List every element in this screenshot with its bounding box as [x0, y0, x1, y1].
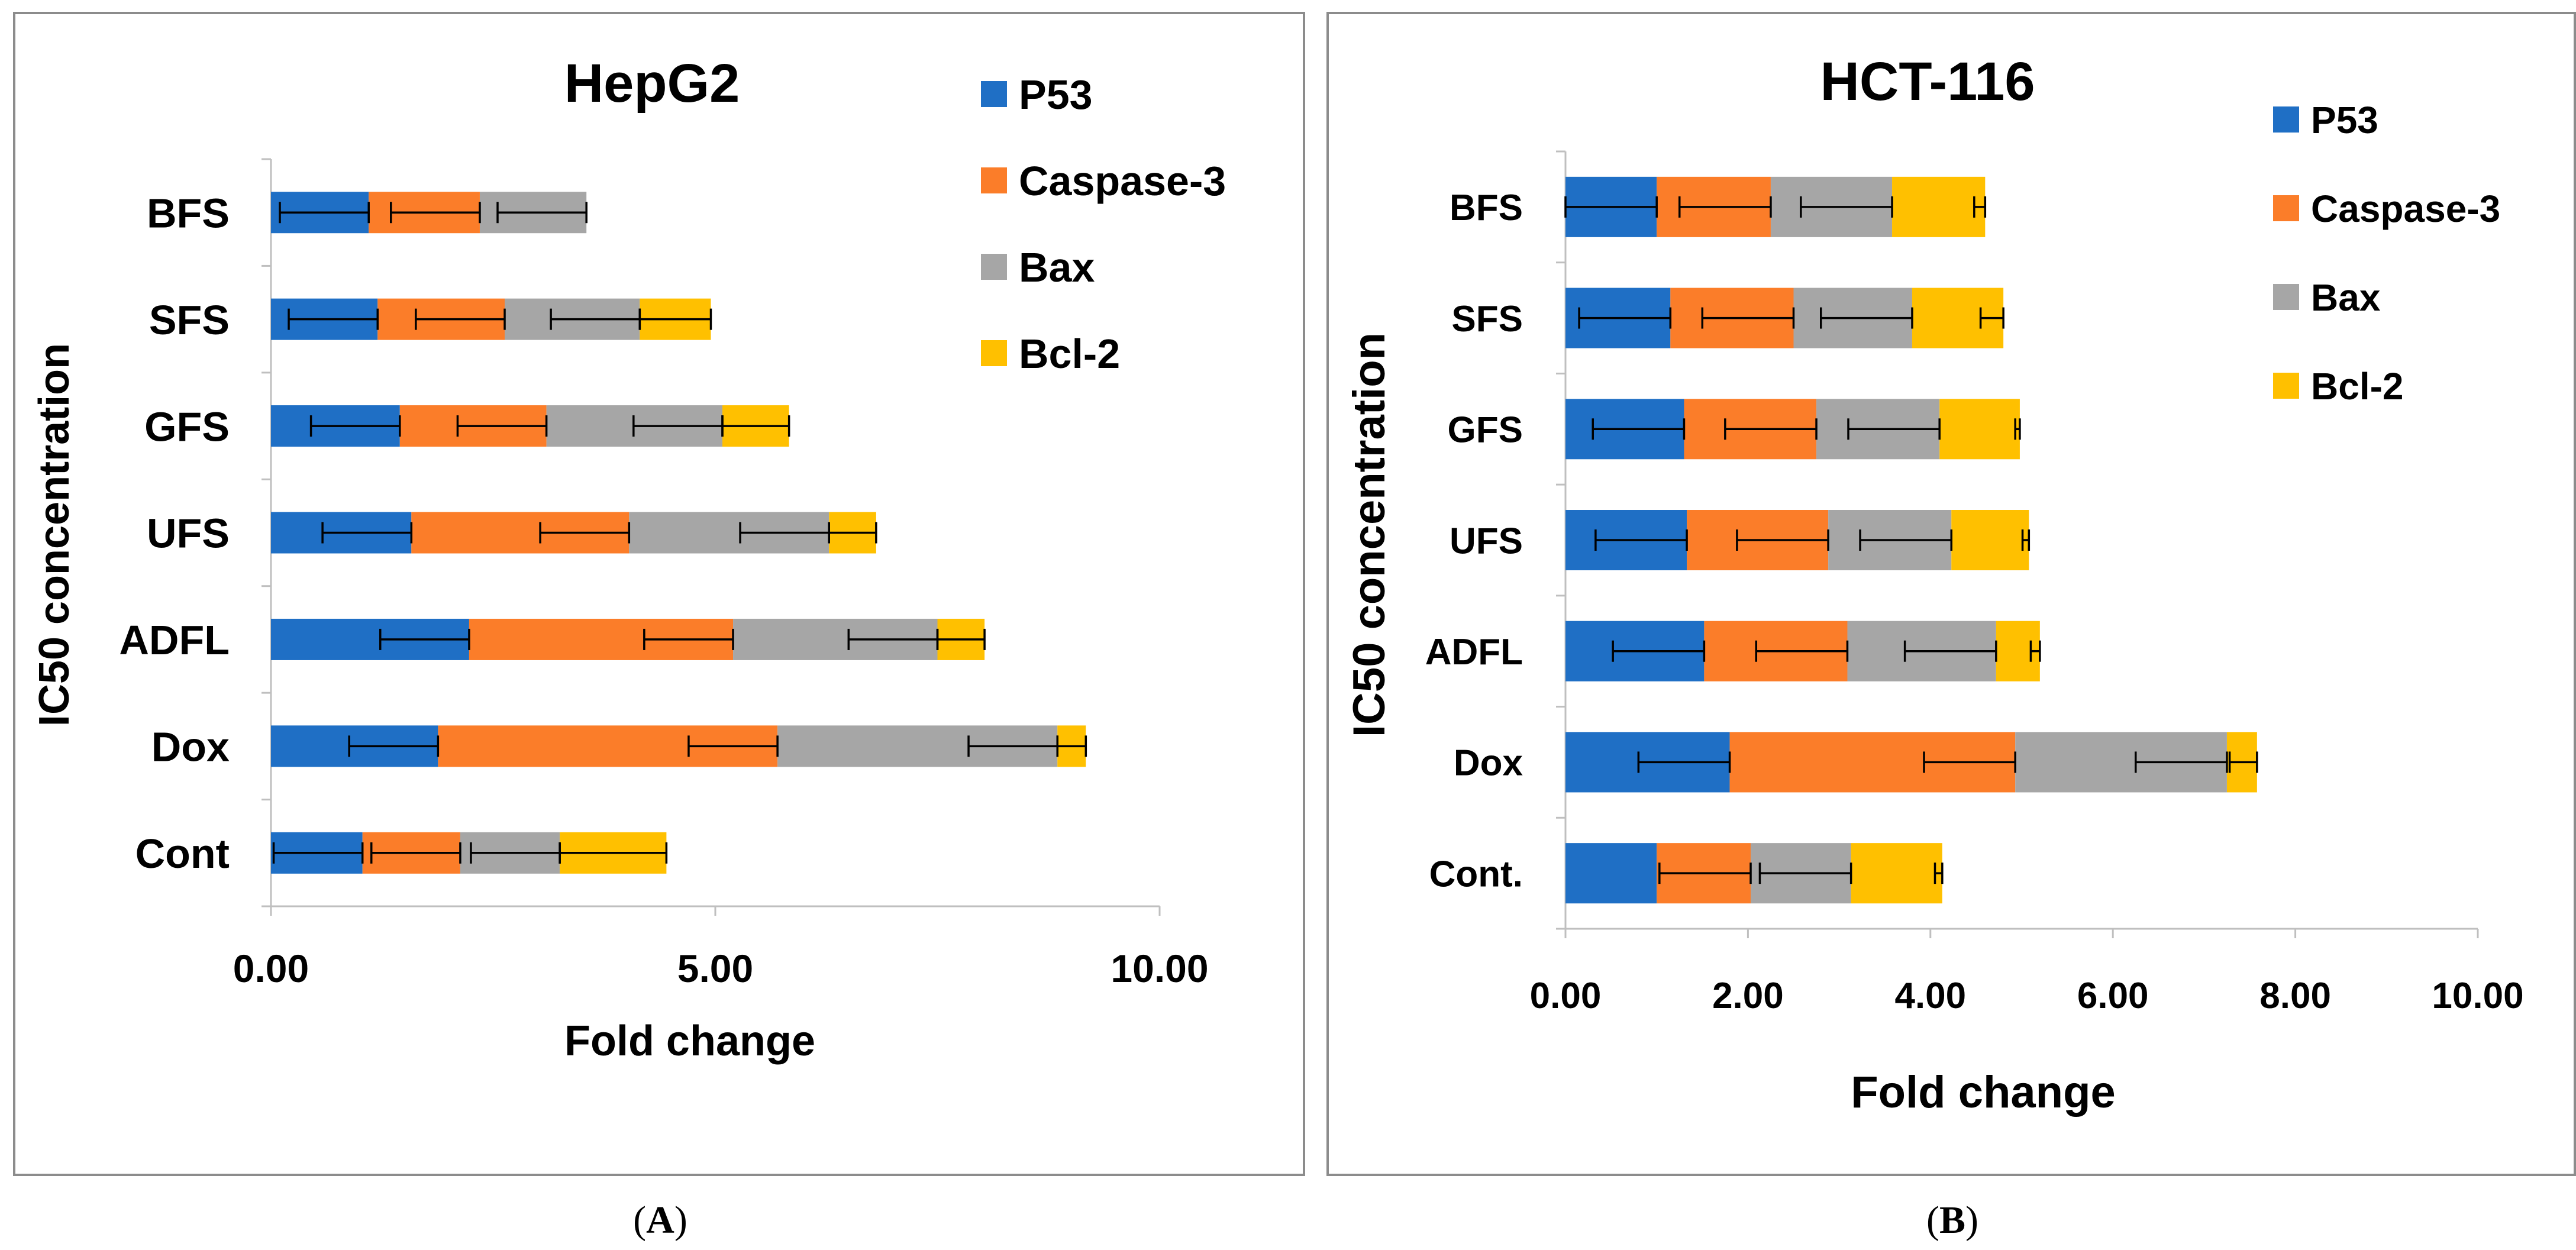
caption-b: (B) — [1926, 1199, 1978, 1242]
hct116-x-tick-label: 10.00 — [2432, 976, 2523, 1016]
hct116-category-label-ufs: UFS — [1450, 521, 1523, 561]
hepg2-category-label-dox: Dox — [151, 724, 230, 770]
hepg2-category-label-cont: Cont — [135, 831, 230, 877]
hct116-x-tick-label: 8.00 — [2259, 976, 2331, 1016]
panel-b-hct116: HCT-116 0.00 2.00 4.00 6.00 8.00 10.00 Fold cha… — [1326, 12, 2576, 1176]
hct116-x-tick-label: 4.00 — [1894, 976, 1966, 1016]
hct116-legend-swatch-bcl-2 — [2273, 373, 2299, 399]
hct116-legend-swatch-caspase-3 — [2273, 195, 2299, 221]
hct116-category-label-gfs: GFS — [1448, 410, 1523, 451]
hepg2-legend-swatch-caspase-3 — [981, 167, 1007, 193]
hepg2-x-axis-title: Fold change — [564, 1018, 815, 1065]
hct116-title: HCT-116 — [1820, 51, 2035, 112]
hepg2-category-label-ufs: UFS — [147, 511, 230, 557]
hepg2-category-label-gfs: GFS — [144, 403, 230, 450]
hct116-bar-cont-bcl-2 — [1851, 843, 1942, 904]
hepg2-title: HepG2 — [564, 53, 740, 114]
hepg2-x-tick-label: 10.00 — [1111, 947, 1208, 990]
hct116-legend-label-caspase-3: Caspase-3 — [2311, 188, 2500, 230]
chart-hct116: HCT-116 0.00 2.00 4.00 6.00 8.00 10.00 Fold cha… — [1344, 51, 2524, 1117]
hct116-legend-label-bcl-2: Bcl-2 — [2311, 365, 2404, 408]
hepg2-category-label-adfl: ADFL — [119, 617, 230, 663]
hepg2-x-tick-label: 5.00 — [677, 947, 753, 990]
hct116-category-label-sfs: SFS — [1451, 299, 1523, 340]
hct116-x-tick-label: 2.00 — [1712, 976, 1784, 1016]
hepg2-legend-label-p53: P53 — [1019, 72, 1093, 118]
hepg2-legend-label-caspase-3: Caspase-3 — [1019, 158, 1226, 204]
hct116-legend-label-bax: Bax — [2311, 276, 2381, 319]
hct116-legend-swatch-bax — [2273, 284, 2299, 310]
hct116-legend-swatch-p53 — [2273, 106, 2299, 133]
hct116-bar-bfs-bcl-2 — [1892, 176, 1986, 237]
panel-a-hepg2: HepG2 0.00 5.00 10.00 Fold change IC50 concen… — [13, 12, 1305, 1176]
hepg2-legend-label-bcl-2: Bcl-2 — [1019, 331, 1120, 377]
hepg2-y-axis-title: IC50 concentration — [31, 343, 78, 726]
hepg2-x-tick-label: 0.00 — [233, 947, 309, 990]
hct116-category-label-adfl: ADFL — [1425, 632, 1523, 673]
hct116-legend-label-p53: P53 — [2311, 99, 2378, 141]
hct116-x-axis-title: Fold change — [1851, 1067, 2116, 1117]
hct116-x-tick-label: 0.00 — [1530, 976, 1602, 1016]
hct116-category-label-dox: Dox — [1454, 743, 1523, 784]
hepg2-legend-label-bax: Bax — [1019, 244, 1095, 290]
hepg2-legend-swatch-bax — [981, 254, 1007, 280]
hct116-bar-cont-p53 — [1565, 843, 1657, 904]
hct116-bar-gfs-bcl-2 — [1939, 399, 2020, 460]
hepg2-legend-swatch-p53 — [981, 81, 1007, 107]
caption-a: (A) — [633, 1199, 687, 1242]
chart-hepg2: HepG2 0.00 5.00 10.00 Fold change IC50 concen… — [31, 53, 1226, 1065]
hct116-category-label-cont: Cont. — [1429, 854, 1523, 894]
hepg2-legend-swatch-bcl-2 — [981, 340, 1007, 366]
hct116-y-axis-title: IC50 concentration — [1344, 332, 1394, 737]
hepg2-category-label-bfs: BFS — [147, 190, 230, 236]
hct116-bar-ufs-bcl-2 — [1951, 510, 2029, 570]
hct116-category-label-bfs: BFS — [1450, 188, 1523, 228]
hepg2-category-label-sfs: SFS — [149, 297, 230, 343]
hct116-x-tick-label: 6.00 — [2077, 976, 2149, 1016]
